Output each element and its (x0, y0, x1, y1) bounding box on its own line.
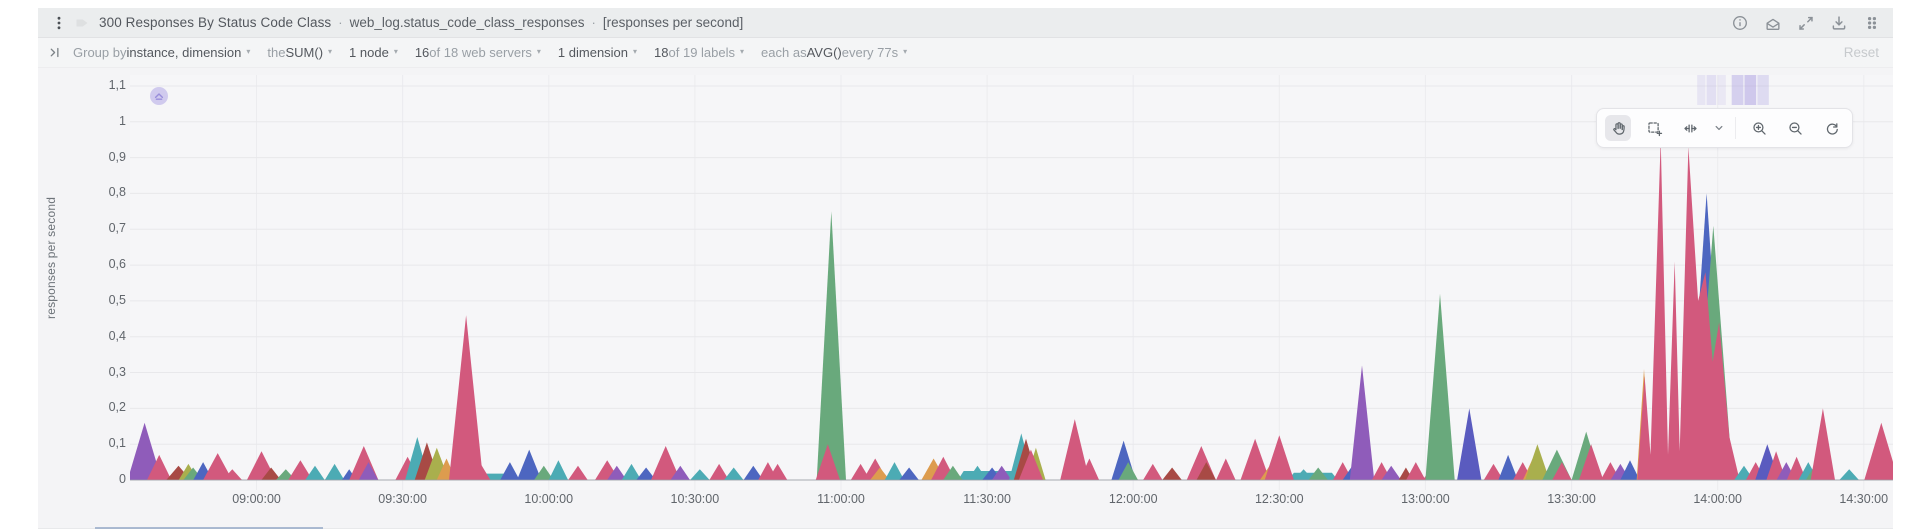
horizontal-zoom-icon[interactable] (1677, 115, 1703, 141)
time-aggregate-value: AVG() (806, 45, 842, 60)
toolbar-divider (1735, 117, 1736, 139)
filter-segments: Group by instance, dimension ▾ the SUM() ▾ 1… (73, 45, 924, 60)
chart-units: [responses per second] (602, 15, 744, 30)
aggregate-function-value: SUM() (285, 45, 324, 60)
labels-value: 18 (654, 45, 669, 60)
chart-zone: responses per second 0 0,1 0,2 0,3 0,4 0,5 0,6… (38, 68, 1893, 529)
y-tick-label: 0,5 (108, 292, 126, 307)
instances-dropdown[interactable]: 16 of 18 web servers ▾ (415, 45, 541, 60)
select-area-icon[interactable] (1641, 115, 1667, 141)
dimensions-dropdown[interactable]: 1 dimension ▾ (558, 45, 637, 60)
group-by-label: Group by (73, 45, 127, 60)
x-tick-label: 12:00:00 (1108, 492, 1158, 506)
chart-card: 300 Responses By Status Code Class · web… (38, 8, 1893, 529)
y-tick-label: 1 (119, 113, 126, 128)
x-tick-label: 14:00:00 (1693, 492, 1742, 506)
x-tick-label: 10:00:00 (524, 492, 574, 506)
chevron-down-icon: ▾ (903, 47, 908, 56)
dimensions-value: 1 dimension (557, 45, 629, 60)
x-tick-label: 10:30:00 (670, 492, 720, 506)
chevron-down-icon: ▾ (633, 47, 638, 56)
download-icon[interactable] (1830, 14, 1848, 32)
x-tick-label: 09:00:00 (232, 492, 281, 506)
chart-canvas[interactable] (130, 75, 1893, 490)
labels-dropdown[interactable]: 18 of 19 labels ▾ (654, 45, 744, 60)
reset-zoom-icon[interactable] (1818, 115, 1844, 141)
chart-context: web_log.status_code_class_responses (349, 15, 585, 30)
y-tick-label: 0,3 (108, 364, 126, 379)
x-tick-label: 09:30:00 (378, 492, 427, 506)
y-tick-label: 0,8 (108, 185, 126, 200)
aggregate-function-label: the (267, 45, 286, 60)
chart-title-name: 300 Responses By Status Code Class (99, 15, 332, 30)
chart-hover-toolbar (1596, 108, 1853, 148)
x-tick-label: 11:00:00 (817, 492, 865, 506)
chevron-down-icon[interactable] (1713, 123, 1725, 133)
kebab-menu-icon[interactable] (50, 12, 68, 34)
tag-icon (74, 15, 90, 31)
chevron-down-icon: ▾ (740, 47, 745, 56)
x-tick-label: 14:30:00 (1839, 492, 1889, 506)
chevron-down-icon: ▾ (536, 47, 541, 56)
instances-label: of 18 web servers (429, 45, 532, 60)
x-tick-label: 12:30:00 (1254, 492, 1304, 506)
title-separator: · (338, 15, 343, 30)
y-tick-label: 0 (119, 472, 126, 486)
filter-toolbar: Group by instance, dimension ▾ the SUM() ▾ 1… (38, 38, 1893, 68)
collapse-filters-icon[interactable] (48, 45, 63, 60)
instances-value: 16 (414, 45, 430, 60)
x-tick-label: 13:00:00 (1401, 492, 1450, 506)
chart-title: 300 Responses By Status Code Class · web… (99, 15, 743, 30)
chevron-down-icon: ▾ (393, 47, 398, 56)
time-aggregate-dropdown[interactable]: each as AVG() every 77s ▾ (761, 45, 907, 60)
group-by-value: instance, dimension (126, 45, 242, 60)
chart-header: 300 Responses By Status Code Class · web… (38, 8, 1893, 38)
y-axis-title: responses per second (44, 196, 58, 320)
y-tick-label: 1,1 (108, 77, 126, 92)
group-by-dropdown[interactable]: Group by instance, dimension ▾ (73, 45, 250, 60)
labels-label: of 19 labels (668, 45, 736, 60)
y-tick-label: 0,6 (108, 257, 126, 272)
x-tick-label: 11:30:00 (963, 492, 1011, 506)
y-tick-label: 0,7 (108, 221, 126, 236)
title-separator: · (591, 15, 596, 30)
y-tick-label: 0,9 (108, 149, 126, 164)
drag-handle-icon[interactable] (1863, 14, 1881, 32)
reset-button[interactable]: Reset (1843, 45, 1879, 60)
time-aggregate-label: every 77s (841, 45, 899, 60)
header-icons (1731, 14, 1881, 32)
y-tick-label: 0,1 (108, 436, 126, 451)
expand-icon[interactable] (1797, 14, 1815, 32)
anomaly-badge-icon[interactable] (150, 87, 168, 105)
chevron-down-icon: ▾ (246, 47, 251, 56)
time-aggregate-label: each as (761, 45, 807, 60)
pan-icon[interactable] (1605, 115, 1631, 141)
alerts-tray-icon[interactable] (1764, 14, 1782, 32)
legend-cut-strip (95, 527, 323, 529)
zoom-out-icon[interactable] (1782, 115, 1808, 141)
zoom-in-icon[interactable] (1746, 115, 1772, 141)
y-tick-label: 0,2 (108, 400, 126, 415)
chevron-down-icon: ▾ (328, 47, 333, 56)
nodes-dropdown[interactable]: 1 node ▾ (349, 45, 398, 60)
plot-area[interactable] (130, 75, 1893, 490)
y-tick-label: 0,4 (108, 328, 126, 343)
nodes-value: 1 node (349, 45, 389, 60)
x-tick-label: 13:30:00 (1547, 492, 1596, 506)
info-icon[interactable] (1731, 14, 1749, 32)
aggregate-function-dropdown[interactable]: the SUM() ▾ (267, 45, 332, 60)
